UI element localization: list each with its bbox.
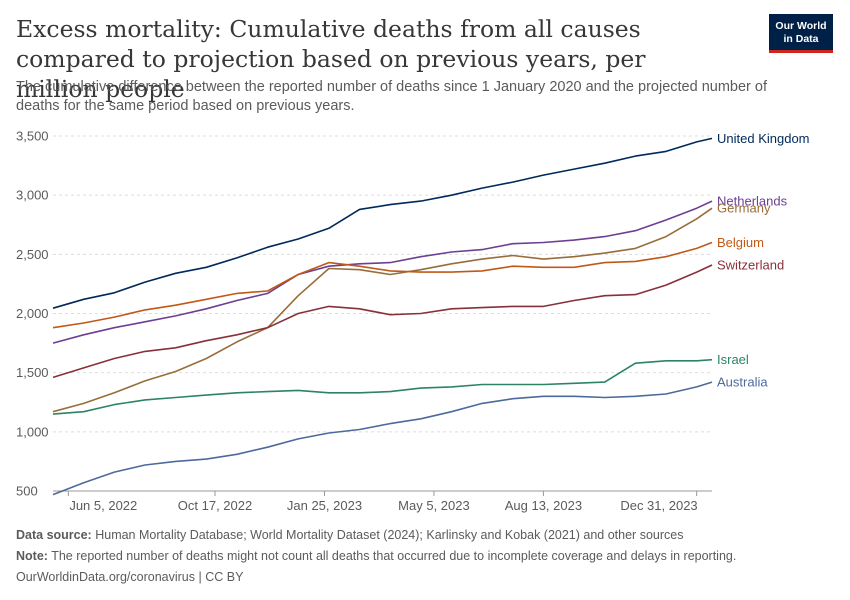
logo-line-1: Our World xyxy=(775,20,827,32)
series-lines xyxy=(52,137,713,496)
x-tick-label: May 5, 2023 xyxy=(398,498,470,513)
x-tick-label: Oct 17, 2022 xyxy=(178,498,252,513)
y-tick-label: 2,500 xyxy=(16,247,49,262)
chart-title: Excess mortality: Cumulative deaths from… xyxy=(16,15,646,103)
owid-logo[interactable]: Our World in Data xyxy=(769,14,833,53)
source-label: Data source: xyxy=(16,528,92,542)
series-label-netherlands[interactable]: Netherlands xyxy=(717,194,788,209)
y-tick-label: 1,000 xyxy=(16,424,49,439)
series-line-germany[interactable] xyxy=(52,207,713,413)
chart-subtitle: The cumulative difference between the re… xyxy=(16,79,767,114)
series-label-belgium[interactable]: Belgium xyxy=(717,235,764,250)
note-line: Note: The reported number of deaths migh… xyxy=(16,548,736,564)
axes: 500 1,000 1,500 2,000 2,500 3,000 3,500 Jun 5, … xyxy=(16,129,712,513)
series-label-germany[interactable]: Germany xyxy=(717,201,771,216)
logo-line-2: in Data xyxy=(783,32,819,45)
line-chart: 500 1,000 1,500 2,000 2,500 3,000 3,500 Jun 5, … xyxy=(16,129,810,514)
series-label-united-kingdom[interactable]: United Kingdom xyxy=(717,131,810,146)
y-tick-label: 500 xyxy=(16,484,38,499)
y-tick-label: 2,000 xyxy=(16,306,49,321)
x-tick-label: Dec 31, 2023 xyxy=(620,498,697,513)
series-line-netherlands[interactable] xyxy=(52,200,713,344)
source-text[interactable]: Human Mortality Database; World Mortalit… xyxy=(95,528,684,542)
series-line-united-kingdom[interactable] xyxy=(52,137,713,309)
x-tick-label: Jun 5, 2022 xyxy=(69,498,137,513)
series-label-israel[interactable]: Israel xyxy=(717,352,749,367)
credit-line[interactable]: OurWorldinData.org/coronavirus | CC BY xyxy=(16,570,244,584)
x-tick-label: Jan 25, 2023 xyxy=(287,498,362,513)
series-line-australia[interactable] xyxy=(52,381,713,496)
note-text: The reported number of deaths might not … xyxy=(51,549,737,563)
series-line-switzerland[interactable] xyxy=(52,264,713,379)
series-line-belgium[interactable] xyxy=(52,241,713,329)
series-label-switzerland[interactable]: Switzerland xyxy=(717,257,784,272)
y-tick-label: 3,000 xyxy=(16,188,49,203)
series-line-israel[interactable] xyxy=(52,358,713,415)
y-tick-label: 1,500 xyxy=(16,365,49,380)
note-label: Note: xyxy=(16,549,48,563)
y-tick-label: 3,500 xyxy=(16,129,49,144)
x-tick-label: Aug 13, 2023 xyxy=(505,498,582,513)
source-line: Data source: Human Mortality Database; W… xyxy=(16,527,683,543)
series-label-australia[interactable]: Australia xyxy=(717,375,768,390)
